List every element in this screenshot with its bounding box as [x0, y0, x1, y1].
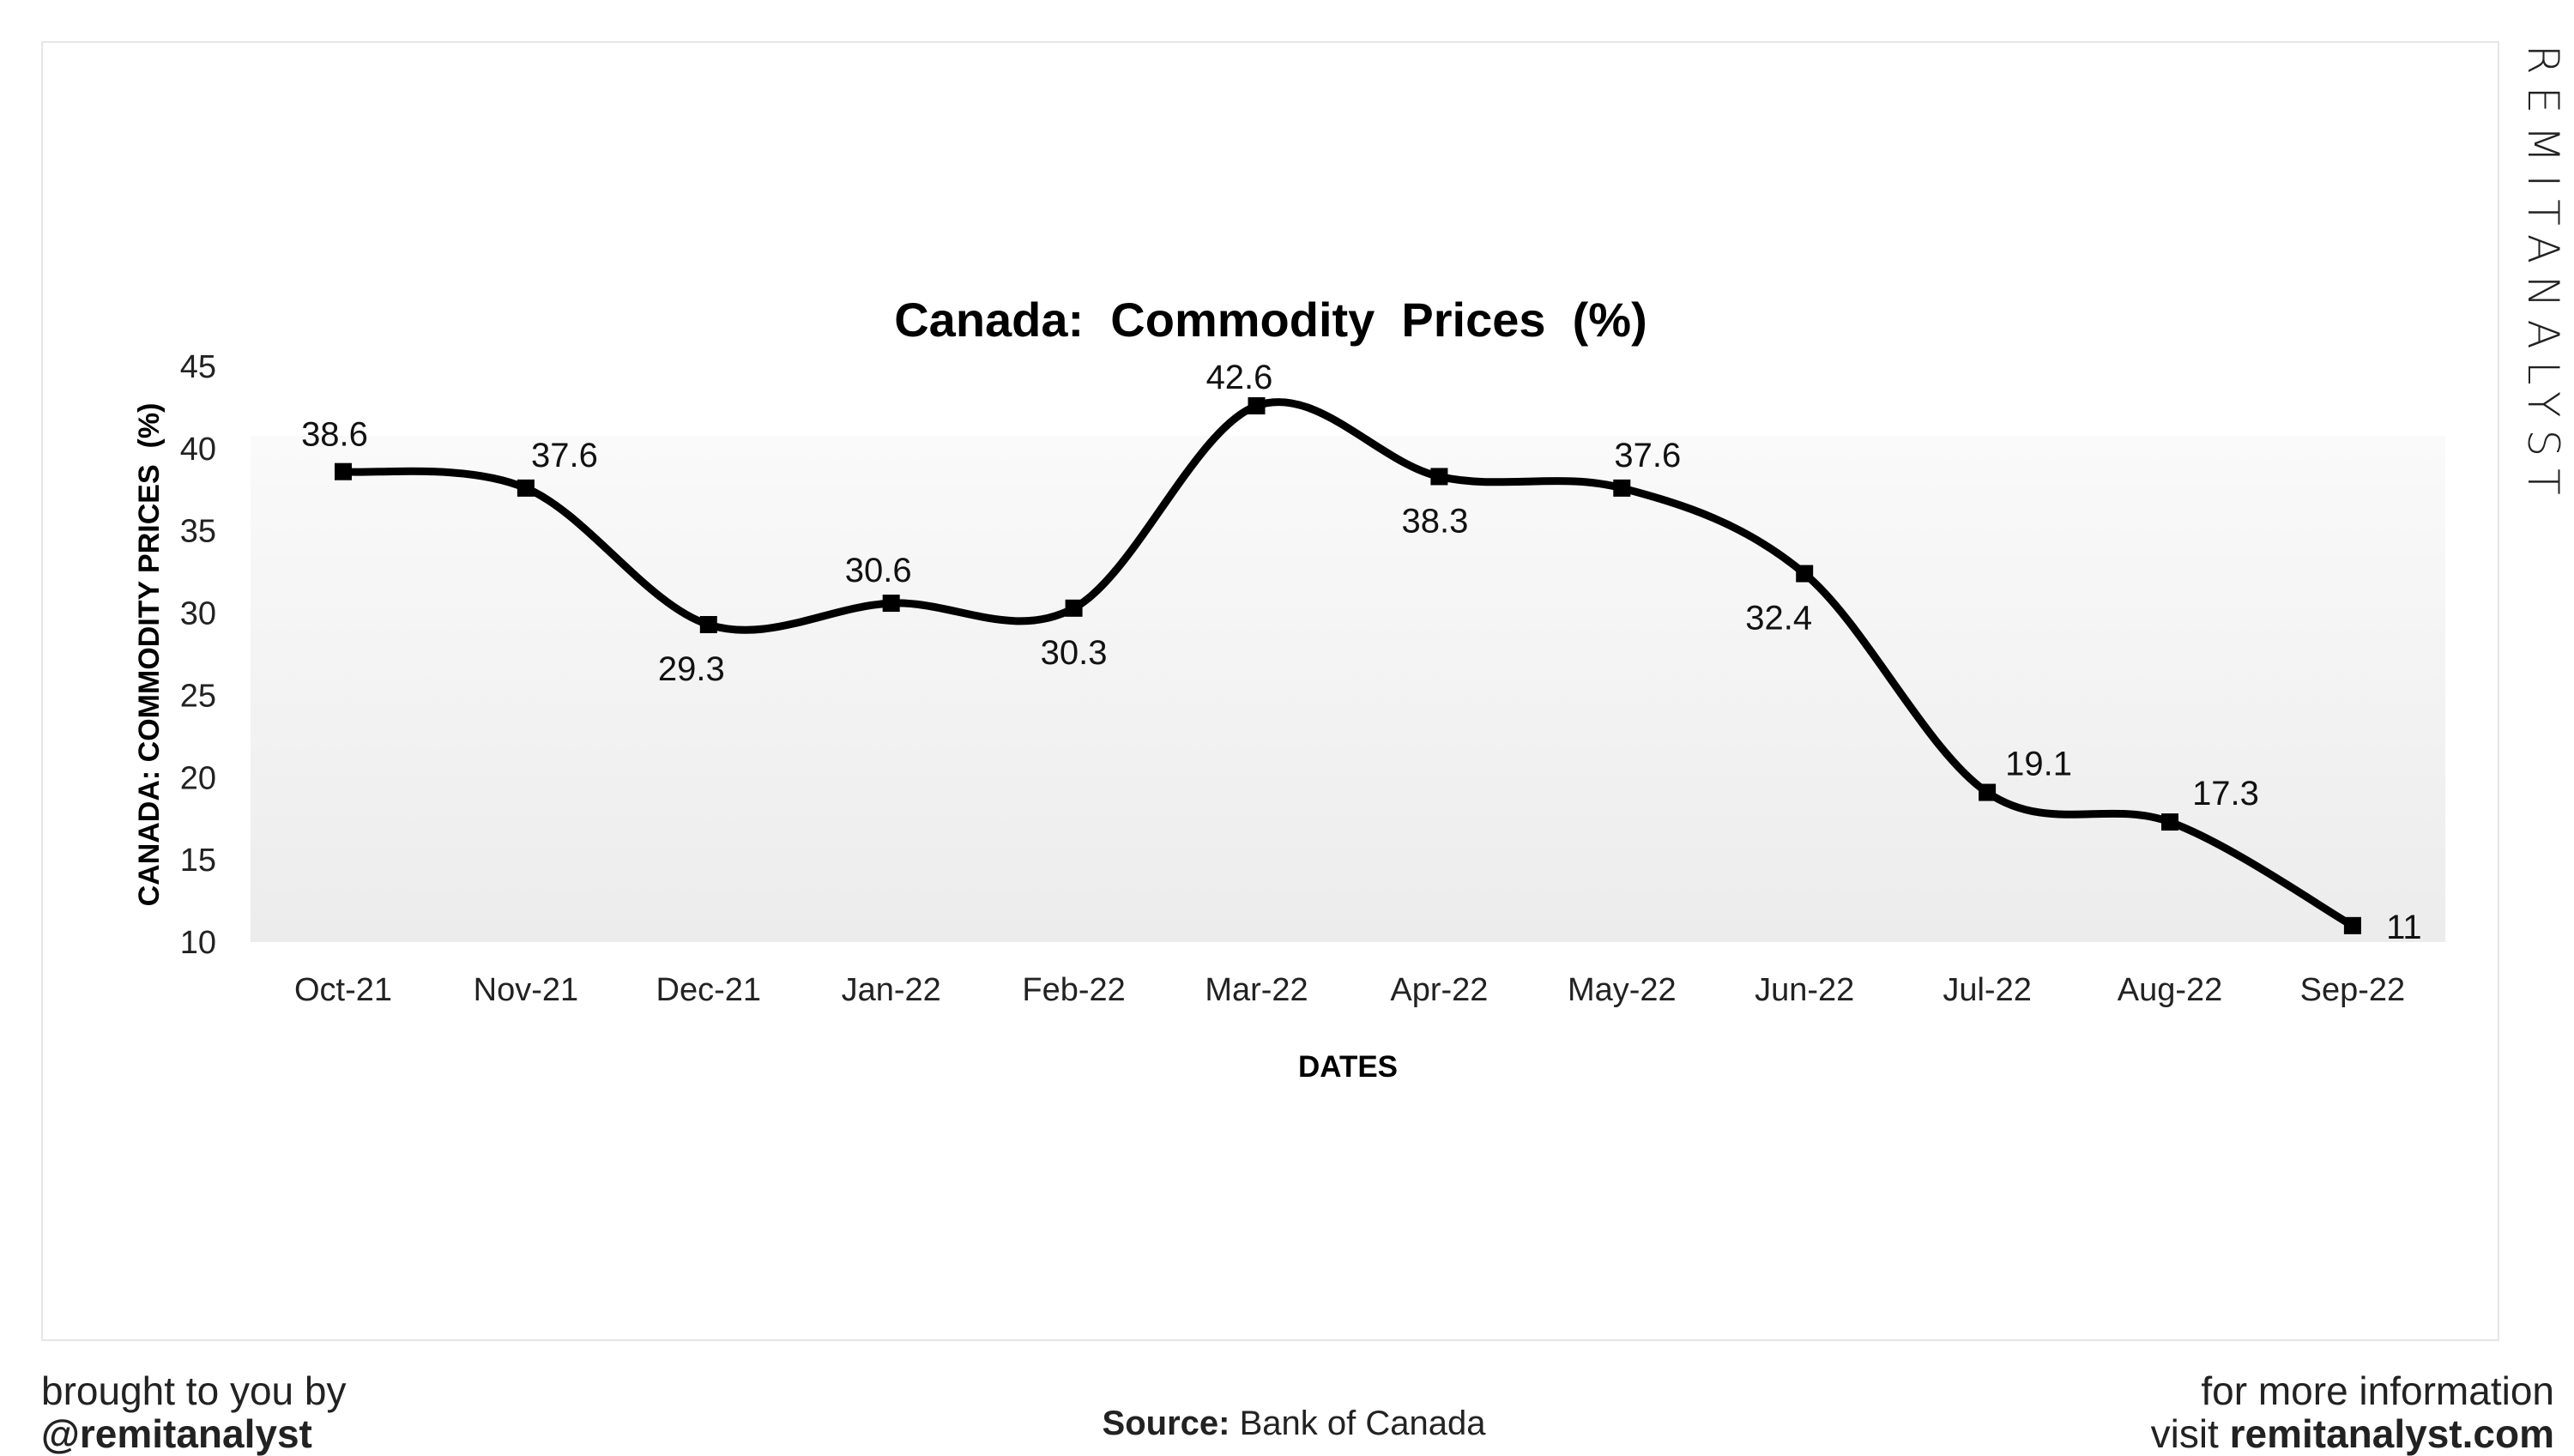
data-label: 38.6 — [301, 416, 368, 454]
x-tick-label: Mar-22 — [1205, 972, 1308, 1008]
x-tick-label: Apr-22 — [1390, 972, 1488, 1008]
data-label: 42.6 — [1206, 359, 1273, 396]
source-label: Source: — [1102, 1405, 1230, 1442]
y-tick-label: 25 — [180, 678, 216, 714]
site-link[interactable]: remitanalyst.com — [2229, 1411, 2554, 1456]
x-tick-label: Jun-22 — [1755, 972, 1854, 1008]
data-point — [699, 615, 717, 633]
x-tick-label: Aug-22 — [2118, 972, 2223, 1008]
data-label: 30.3 — [1041, 634, 1108, 672]
data-point — [1248, 397, 1266, 415]
data-label: 11 — [2386, 909, 2422, 946]
y-tick-label: 20 — [180, 760, 216, 796]
data-label: 37.6 — [1614, 437, 1681, 474]
x-tick-label: Jul-22 — [1943, 972, 2032, 1008]
y-tick-label: 45 — [180, 349, 216, 385]
brand-watermark: REMITANALYST — [2518, 45, 2568, 507]
data-point — [1979, 783, 1997, 801]
data-label: 29.3 — [658, 650, 725, 688]
x-tick-label: Feb-22 — [1022, 972, 1125, 1008]
x-tick-label: Sep-22 — [2300, 972, 2406, 1008]
data-point — [1065, 599, 1083, 617]
data-label: 38.3 — [1401, 502, 1468, 540]
data-point — [335, 462, 352, 480]
series-line — [339, 398, 2357, 930]
y-axis-label: CANADA: COMMODITY PRICES (%) — [133, 403, 166, 907]
x-tick-label: Nov-21 — [474, 972, 579, 1008]
data-point — [1796, 565, 1814, 583]
data-point — [517, 479, 535, 497]
data-label: 30.6 — [845, 552, 912, 589]
footer-info: for more information visit remitanalyst.… — [2151, 1369, 2554, 1455]
chart-frame — [41, 41, 2499, 1341]
y-tick-label: 10 — [180, 925, 216, 961]
data-label: 17.3 — [2192, 775, 2259, 813]
x-tick-label: Dec-21 — [656, 972, 762, 1008]
data-point — [882, 595, 900, 613]
data-point — [1613, 479, 1631, 497]
y-tick-label: 35 — [180, 514, 216, 550]
plot-area — [251, 436, 2445, 942]
data-label: 37.6 — [531, 437, 598, 474]
x-tick-label: Oct-21 — [294, 972, 392, 1008]
data-point — [2161, 813, 2178, 831]
source-note: Source: Bank of Canada — [0, 1402, 2574, 1445]
data-point — [2343, 916, 2361, 934]
x-tick-label: Jan-22 — [842, 972, 941, 1008]
source-value: Bank of Canada — [1239, 1405, 1486, 1442]
y-tick-label: 15 — [180, 843, 216, 879]
data-label: 19.1 — [2005, 746, 2072, 783]
y-tick-label: 30 — [180, 596, 216, 632]
data-point — [1430, 468, 1448, 486]
info-line: for more information — [2201, 1368, 2554, 1413]
y-tick-label: 40 — [180, 432, 216, 468]
credit-line: brought to you by — [41, 1368, 347, 1413]
x-axis-label: DATES — [1298, 1050, 1398, 1084]
chart-title: Canada: Commodity Prices (%) — [894, 293, 1647, 347]
visit-label: visit — [2150, 1411, 2219, 1456]
x-tick-label: May-22 — [1568, 972, 1677, 1008]
data-label: 32.4 — [1745, 600, 1812, 637]
